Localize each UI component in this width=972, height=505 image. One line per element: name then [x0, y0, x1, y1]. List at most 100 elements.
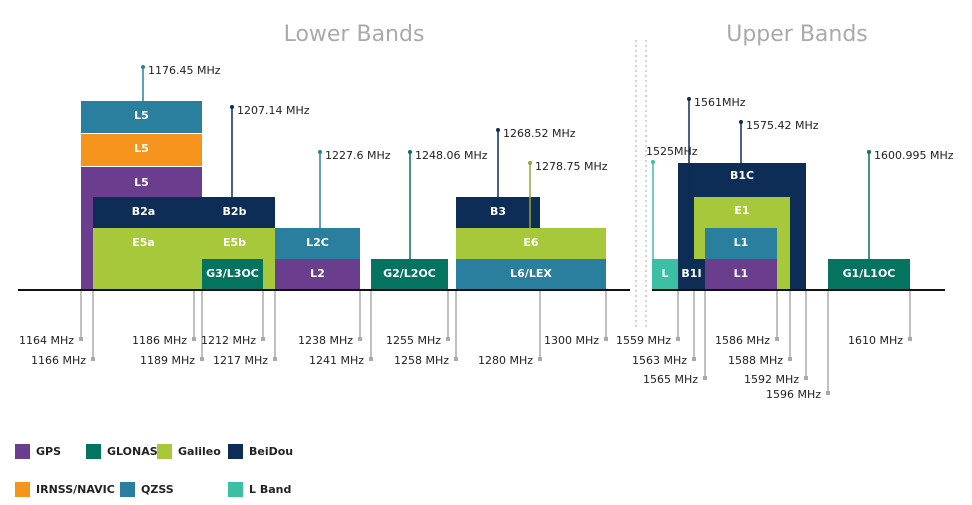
edge-label: 1186 MHz	[132, 334, 187, 347]
band-label: L5	[134, 109, 149, 122]
edge-label: 1241 MHz	[309, 354, 364, 367]
legend-swatch	[157, 444, 172, 459]
band-block	[93, 228, 194, 290]
center-label: 1600.995 MHz	[874, 149, 954, 162]
edge-marker	[908, 337, 912, 341]
legend-label: QZSS	[141, 483, 174, 496]
edge-marker	[192, 337, 196, 341]
band-label: L6/LEX	[510, 267, 552, 280]
band-label: L	[661, 267, 668, 280]
band-block	[705, 228, 777, 259]
pin-dot	[687, 97, 691, 101]
band-block	[81, 101, 202, 133]
pin-dot	[408, 150, 412, 154]
band-label: E5b	[223, 236, 246, 249]
band-label: G2/L2OC	[383, 267, 436, 280]
band-label: L1	[734, 236, 749, 249]
edge-marker	[826, 391, 830, 395]
edge-label: 1189 MHz	[140, 354, 195, 367]
edge-label: 1610 MHz	[848, 334, 903, 347]
band-label: L1	[734, 267, 749, 280]
band-label: B2a	[132, 205, 155, 218]
edge-marker	[538, 357, 542, 361]
legend-label: Galileo	[178, 445, 221, 458]
edge-label: 1280 MHz	[478, 354, 533, 367]
band-label: L2C	[306, 236, 329, 249]
heading: Upper Bands	[726, 22, 868, 47]
pin-dot	[318, 150, 322, 154]
edge-marker	[273, 357, 277, 361]
band-label: L5	[134, 176, 149, 189]
band-block	[194, 197, 275, 228]
band-label: B1C	[730, 169, 754, 182]
edge-label: 1592 MHz	[744, 373, 799, 386]
band-label: B3	[490, 205, 506, 218]
edge-marker	[446, 337, 450, 341]
edge-marker	[804, 376, 808, 380]
edge-label: 1258 MHz	[394, 354, 449, 367]
center-label: 1248.06 MHz	[415, 149, 488, 162]
band-label: B1I	[681, 267, 701, 280]
band-block	[81, 134, 202, 166]
band-block	[202, 259, 263, 290]
center-label: 1207.14 MHz	[237, 104, 310, 117]
edge-marker	[692, 357, 696, 361]
edge-marker	[788, 357, 792, 361]
edge-marker	[358, 337, 362, 341]
band-label: B2b	[223, 205, 247, 218]
pin-dot	[141, 65, 145, 69]
pin-dot	[867, 150, 871, 154]
edge-marker	[91, 357, 95, 361]
legend-swatch	[120, 482, 135, 497]
pin-dot	[651, 160, 655, 164]
edge-marker	[676, 337, 680, 341]
center-label: 1176.45 MHz	[148, 64, 221, 77]
center-label: 1561MHz	[694, 96, 746, 109]
band-label: G3/L3OC	[206, 267, 259, 280]
center-label: 1227.6 MHz	[325, 149, 391, 162]
band-label: E6	[523, 236, 539, 249]
band-label: L5	[134, 142, 149, 155]
band-block	[456, 197, 540, 228]
pin-dot	[528, 161, 532, 165]
edge-marker	[369, 357, 373, 361]
legend-label: GLONASS	[107, 445, 165, 458]
band-label: G1/L1OC	[843, 267, 896, 280]
edge-label: 1164 MHz	[19, 334, 74, 347]
band-label: E5a	[132, 236, 155, 249]
band-block	[275, 228, 360, 259]
band-block	[93, 197, 194, 228]
edge-marker	[79, 337, 83, 341]
edge-label: 1559 MHz	[616, 334, 671, 347]
edge-marker	[200, 357, 204, 361]
legend-label: L Band	[249, 483, 291, 496]
band-block	[705, 259, 777, 290]
legend-swatch	[228, 482, 243, 497]
band-block	[652, 259, 678, 290]
legend-label: GPS	[36, 445, 61, 458]
pin-dot	[739, 120, 743, 124]
center-label: 1268.52 MHz	[503, 127, 576, 140]
band-block	[456, 228, 606, 259]
pin-dot	[230, 105, 234, 109]
band-block	[678, 259, 705, 290]
legend-swatch	[15, 444, 30, 459]
edge-marker	[261, 337, 265, 341]
edge-label: 1166 MHz	[31, 354, 86, 367]
band-block	[828, 259, 910, 290]
edge-marker	[454, 357, 458, 361]
edge-label: 1300 MHz	[544, 334, 599, 347]
edge-marker	[703, 376, 707, 380]
legend-swatch	[86, 444, 101, 459]
band-block	[275, 259, 360, 290]
band-label: E1	[734, 204, 749, 217]
band-label: L2	[310, 267, 325, 280]
edge-label: 1596 MHz	[766, 388, 821, 401]
edge-label: 1255 MHz	[386, 334, 441, 347]
edge-label: 1238 MHz	[298, 334, 353, 347]
band-block	[456, 259, 606, 290]
edge-label: 1212 MHz	[201, 334, 256, 347]
center-label: 1575.42 MHz	[746, 119, 819, 132]
legend-swatch	[228, 444, 243, 459]
